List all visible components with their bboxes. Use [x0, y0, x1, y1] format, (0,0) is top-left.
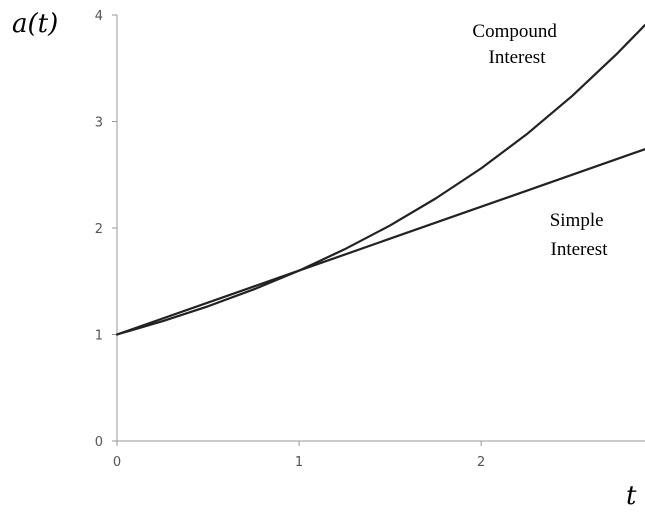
- y-tick-label-2: 2: [95, 222, 103, 237]
- y-tick-label-1: 1: [95, 329, 103, 344]
- x-tick-label-0: 0: [113, 455, 121, 470]
- compound-interest-line: [115, 23, 645, 336]
- series-layer: [115, 23, 645, 336]
- ticks: 0 1 2 3 4 0 1 2: [95, 9, 486, 470]
- y-tick-label-4: 4: [95, 9, 103, 24]
- compound-label-line-2: Interest: [489, 47, 547, 68]
- y-tick-label-0: 0: [95, 435, 103, 450]
- simple-interest-line: [115, 148, 645, 336]
- y-axis-title: a(t): [12, 9, 58, 39]
- simple-interest-label: Simple Interest: [550, 210, 609, 260]
- simple-label-line-2: Interest: [551, 239, 609, 260]
- x-axis-title: t: [626, 481, 637, 511]
- x-tick-label-1: 1: [295, 455, 303, 470]
- compound-interest-label: Compound Interest: [472, 21, 561, 68]
- compound-label-line-1: Compound: [472, 21, 557, 42]
- y-tick-label-3: 3: [95, 116, 103, 131]
- simple-label-line-1: Simple: [550, 210, 604, 231]
- x-tick-label-2: 2: [477, 455, 485, 470]
